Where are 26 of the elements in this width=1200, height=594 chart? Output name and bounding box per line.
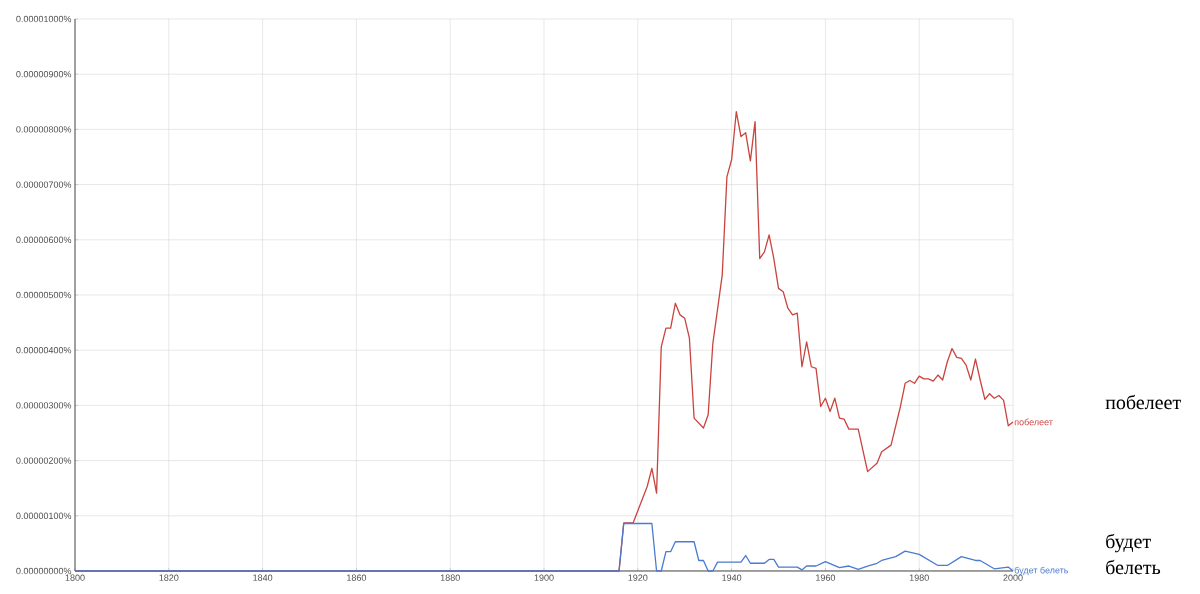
x-tick-label: 1820	[159, 574, 179, 581]
series-label: будет белеть	[1014, 566, 1069, 576]
y-tick-label: 0.00000700%	[16, 181, 72, 188]
y-tick-label: 0.00000300%	[16, 402, 72, 409]
text: будет белеть	[1106, 533, 1161, 575]
x-tick-label: 1980	[909, 574, 929, 581]
x-tick-label: 1900	[534, 574, 554, 581]
y-tick-label: 0.00001000%	[16, 15, 72, 23]
y-tick-label: 0.00000900%	[16, 71, 72, 78]
y-tick-label: 0.00000400%	[16, 347, 72, 354]
x-tick-label: 1880	[440, 574, 460, 581]
x-tick-label: 1920	[628, 574, 648, 581]
text: побелеет	[1105, 394, 1181, 410]
y-tick-label: 0.00000500%	[16, 291, 72, 299]
series-label: побелеет	[1014, 418, 1053, 426]
x-tick-label: 2000	[1003, 574, 1023, 581]
y-tick-label: 0.00000200%	[16, 457, 72, 464]
x-tick-label: 1800	[65, 574, 85, 581]
y-tick-label: 0.00000000%	[16, 567, 72, 575]
y-tick-label: 0.00000800%	[16, 126, 72, 133]
y-tick-label: 0.00000100%	[16, 512, 72, 519]
y-tick-label: 0.00000600%	[16, 236, 72, 243]
x-tick-label: 1940	[722, 574, 742, 581]
x-tick-label: 1860	[347, 574, 367, 581]
x-tick-label: 1840	[253, 574, 273, 581]
x-tick-label: 1960	[816, 574, 836, 581]
